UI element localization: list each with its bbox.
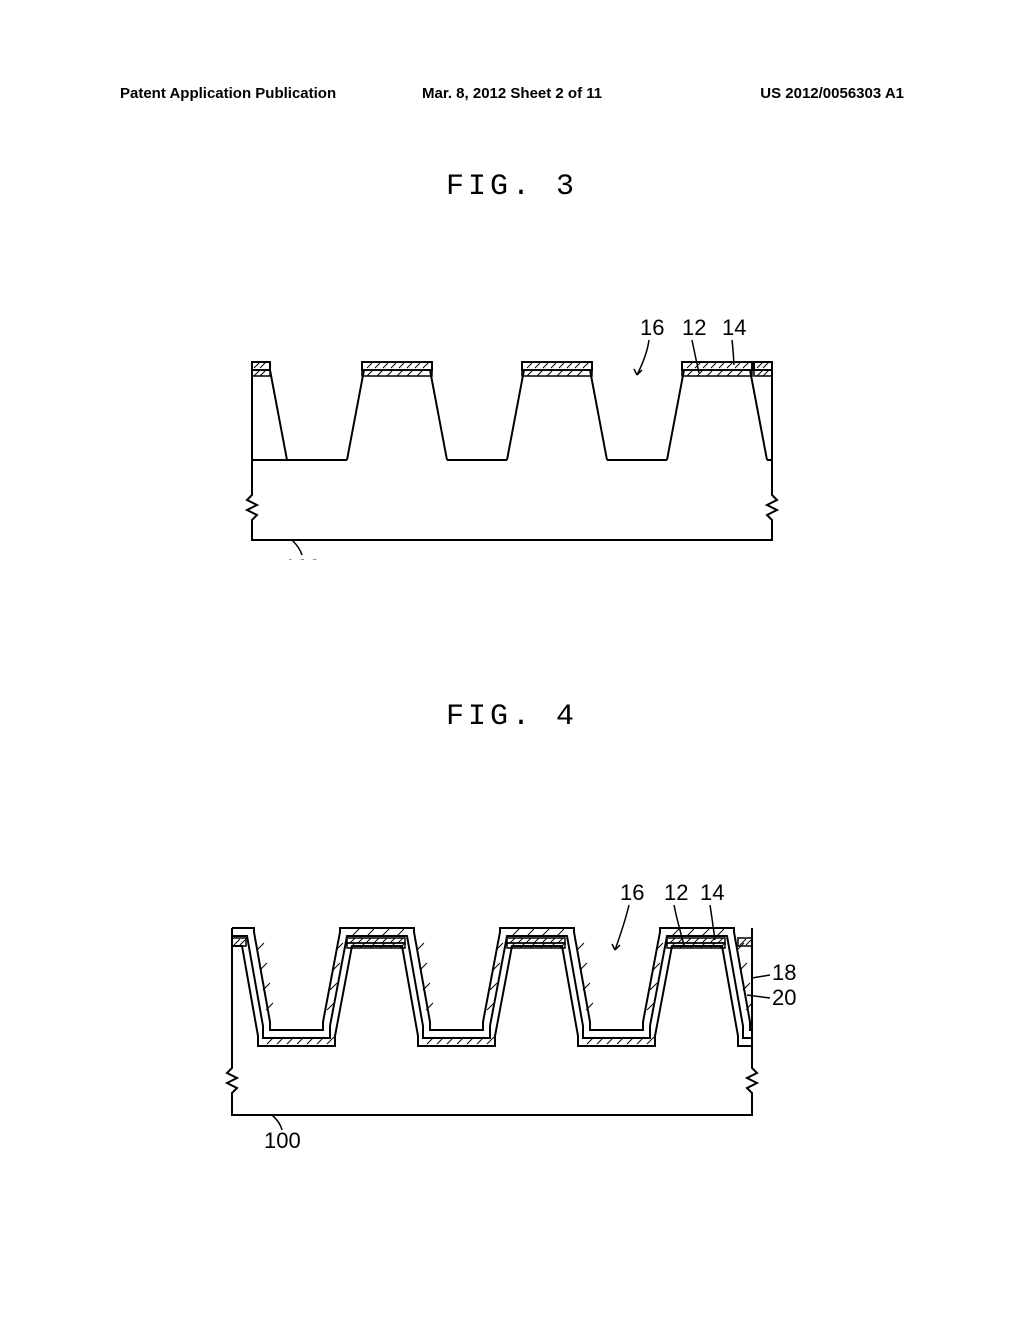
header-publication: Patent Application Publication <box>120 85 336 102</box>
header-date-sheet: Mar. 8, 2012 Sheet 2 of 11 <box>422 85 602 102</box>
figure-4-title: FIG. 4 <box>446 700 578 734</box>
page-header: Patent Application Publication Mar. 8, 2… <box>0 85 1024 102</box>
figure-3-svg: 16 12 14 100 <box>212 280 812 560</box>
fig4-label-18: 18 <box>772 960 796 985</box>
figure-4-svg: 16 12 14 18 20 100 <box>192 850 832 1150</box>
fig3-label-12: 12 <box>682 315 706 340</box>
figure-4: 16 12 14 18 20 100 <box>192 850 832 1150</box>
fig4-label-20: 20 <box>772 985 796 1010</box>
fig4-label-14: 14 <box>700 880 724 905</box>
fig3-label-100: 100 <box>284 555 321 560</box>
fig4-label-100: 100 <box>264 1128 301 1150</box>
fig3-label-16: 16 <box>640 315 664 340</box>
fig4-label-16: 16 <box>620 880 644 905</box>
figure-3-title: FIG. 3 <box>446 170 578 204</box>
figure-3: 16 12 14 100 <box>212 280 812 560</box>
header-patent-number: US 2012/0056303 A1 <box>760 85 904 102</box>
fig3-label-14: 14 <box>722 315 746 340</box>
fig4-label-12: 12 <box>664 880 688 905</box>
